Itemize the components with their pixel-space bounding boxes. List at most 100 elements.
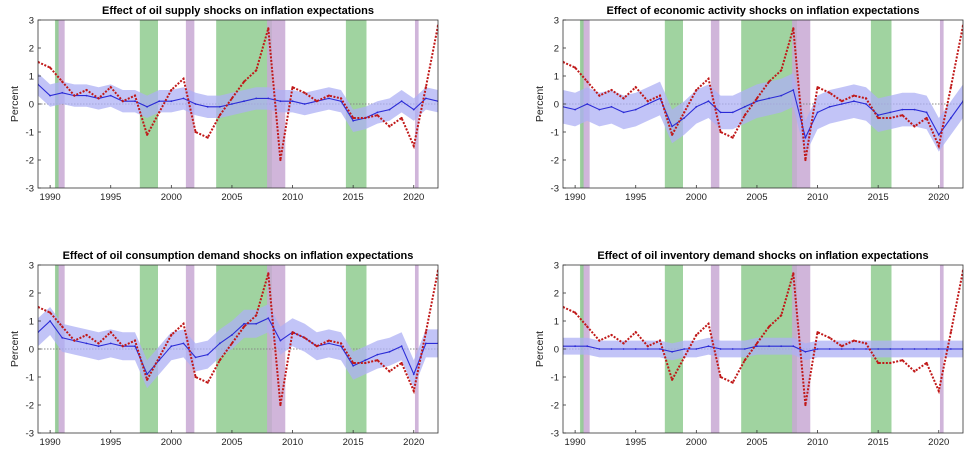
y-tick-label: -1 xyxy=(551,128,559,139)
y-tick-label: 2 xyxy=(29,289,34,300)
estimate-point xyxy=(889,111,892,114)
y-axis-label: Percent xyxy=(534,331,546,367)
y-tick-label: 1 xyxy=(29,317,34,328)
x-tick-label: 2020 xyxy=(928,437,949,448)
estimate-point xyxy=(816,348,819,350)
x-tick-label: 2010 xyxy=(282,192,303,203)
x-tick-label: 2000 xyxy=(161,192,182,203)
estimate-point xyxy=(85,94,88,97)
estimate-point xyxy=(424,97,427,100)
actual-point xyxy=(949,331,952,334)
actual-point xyxy=(767,325,771,328)
estimate-point xyxy=(792,89,795,91)
actual-point xyxy=(670,133,674,136)
estimate-point xyxy=(913,108,916,111)
actual-point xyxy=(852,339,856,342)
actual-point xyxy=(731,136,734,139)
estimate-point xyxy=(610,348,613,350)
estimate-point xyxy=(49,94,52,97)
estimate-point xyxy=(913,348,916,350)
estimate-point xyxy=(218,105,221,108)
actual-point xyxy=(364,361,367,365)
actual-point xyxy=(792,272,795,275)
estimate-point xyxy=(816,111,819,114)
estimate-point xyxy=(707,345,710,348)
actual-point xyxy=(145,133,149,136)
estimate-point xyxy=(780,94,783,97)
actual-point xyxy=(840,345,843,348)
estimate-point xyxy=(731,348,734,350)
actual-line xyxy=(563,25,963,161)
actual-point xyxy=(864,97,868,100)
actual-point xyxy=(913,370,916,373)
estimate-point xyxy=(400,100,403,103)
actual-point xyxy=(840,100,843,103)
actual-point xyxy=(279,158,282,162)
actual-point xyxy=(133,94,137,97)
y-tick-label: 0 xyxy=(29,345,34,356)
actual-point xyxy=(194,375,197,379)
actual-point xyxy=(230,97,234,100)
actual-point xyxy=(889,361,892,365)
estimate-point xyxy=(840,103,843,105)
actual-point xyxy=(279,403,282,407)
estimate-point xyxy=(61,91,64,94)
actual-point xyxy=(574,311,577,314)
x-tick-label: 2000 xyxy=(686,437,707,448)
actual-point xyxy=(804,403,807,407)
actual-point xyxy=(145,378,149,381)
estimate-point xyxy=(646,103,649,105)
actual-point xyxy=(339,342,343,345)
y-tick-label: -3 xyxy=(26,184,34,195)
estimate-point xyxy=(49,320,52,322)
y-tick-label: 3 xyxy=(554,261,559,272)
x-tick-label: 2010 xyxy=(282,437,303,448)
actual-point xyxy=(634,86,637,89)
actual-point xyxy=(925,361,928,365)
shaded-period-3 xyxy=(139,265,158,433)
y-tick-label: -2 xyxy=(26,156,34,167)
actual-point xyxy=(412,389,415,393)
estimate-point xyxy=(146,105,148,108)
actual-point xyxy=(574,66,577,69)
actual-point xyxy=(670,378,674,381)
estimate-point xyxy=(255,97,258,100)
actual-point xyxy=(352,361,355,365)
estimate-point xyxy=(194,356,197,359)
actual-point xyxy=(767,80,771,83)
estimate-point xyxy=(634,108,637,111)
actual-point xyxy=(49,66,52,69)
y-tick-label: 0 xyxy=(554,100,559,111)
estimate-point xyxy=(267,97,270,100)
x-tick-label: 2005 xyxy=(221,437,242,448)
estimate-point xyxy=(889,348,892,350)
actual-point xyxy=(424,86,427,89)
plot-area xyxy=(38,265,438,433)
estimate-point xyxy=(218,342,221,345)
actual-point xyxy=(901,114,904,117)
estimate-point xyxy=(388,350,391,353)
estimate-point xyxy=(388,108,391,111)
estimate-point xyxy=(574,345,577,348)
actual-point xyxy=(85,88,88,92)
estimate-point xyxy=(622,111,625,114)
estimate-point xyxy=(158,359,161,362)
actual-point xyxy=(255,314,258,317)
actual-point xyxy=(230,342,234,345)
actual-point xyxy=(97,342,100,345)
estimate-point xyxy=(586,345,589,348)
estimate-point xyxy=(376,111,379,114)
actual-point xyxy=(109,86,112,89)
x-tick-label: 1990 xyxy=(40,192,61,203)
y-tick-label: 2 xyxy=(29,44,34,55)
estimate-point xyxy=(707,100,710,103)
y-tick-label: -1 xyxy=(551,373,559,384)
estimate-point xyxy=(804,136,807,139)
x-tick-label: 2005 xyxy=(746,437,767,448)
estimate-point xyxy=(400,345,403,348)
estimate-point xyxy=(109,342,112,345)
actual-line xyxy=(563,270,963,406)
x-tick-label: 2010 xyxy=(807,192,828,203)
x-tick-label: 2010 xyxy=(807,437,828,448)
